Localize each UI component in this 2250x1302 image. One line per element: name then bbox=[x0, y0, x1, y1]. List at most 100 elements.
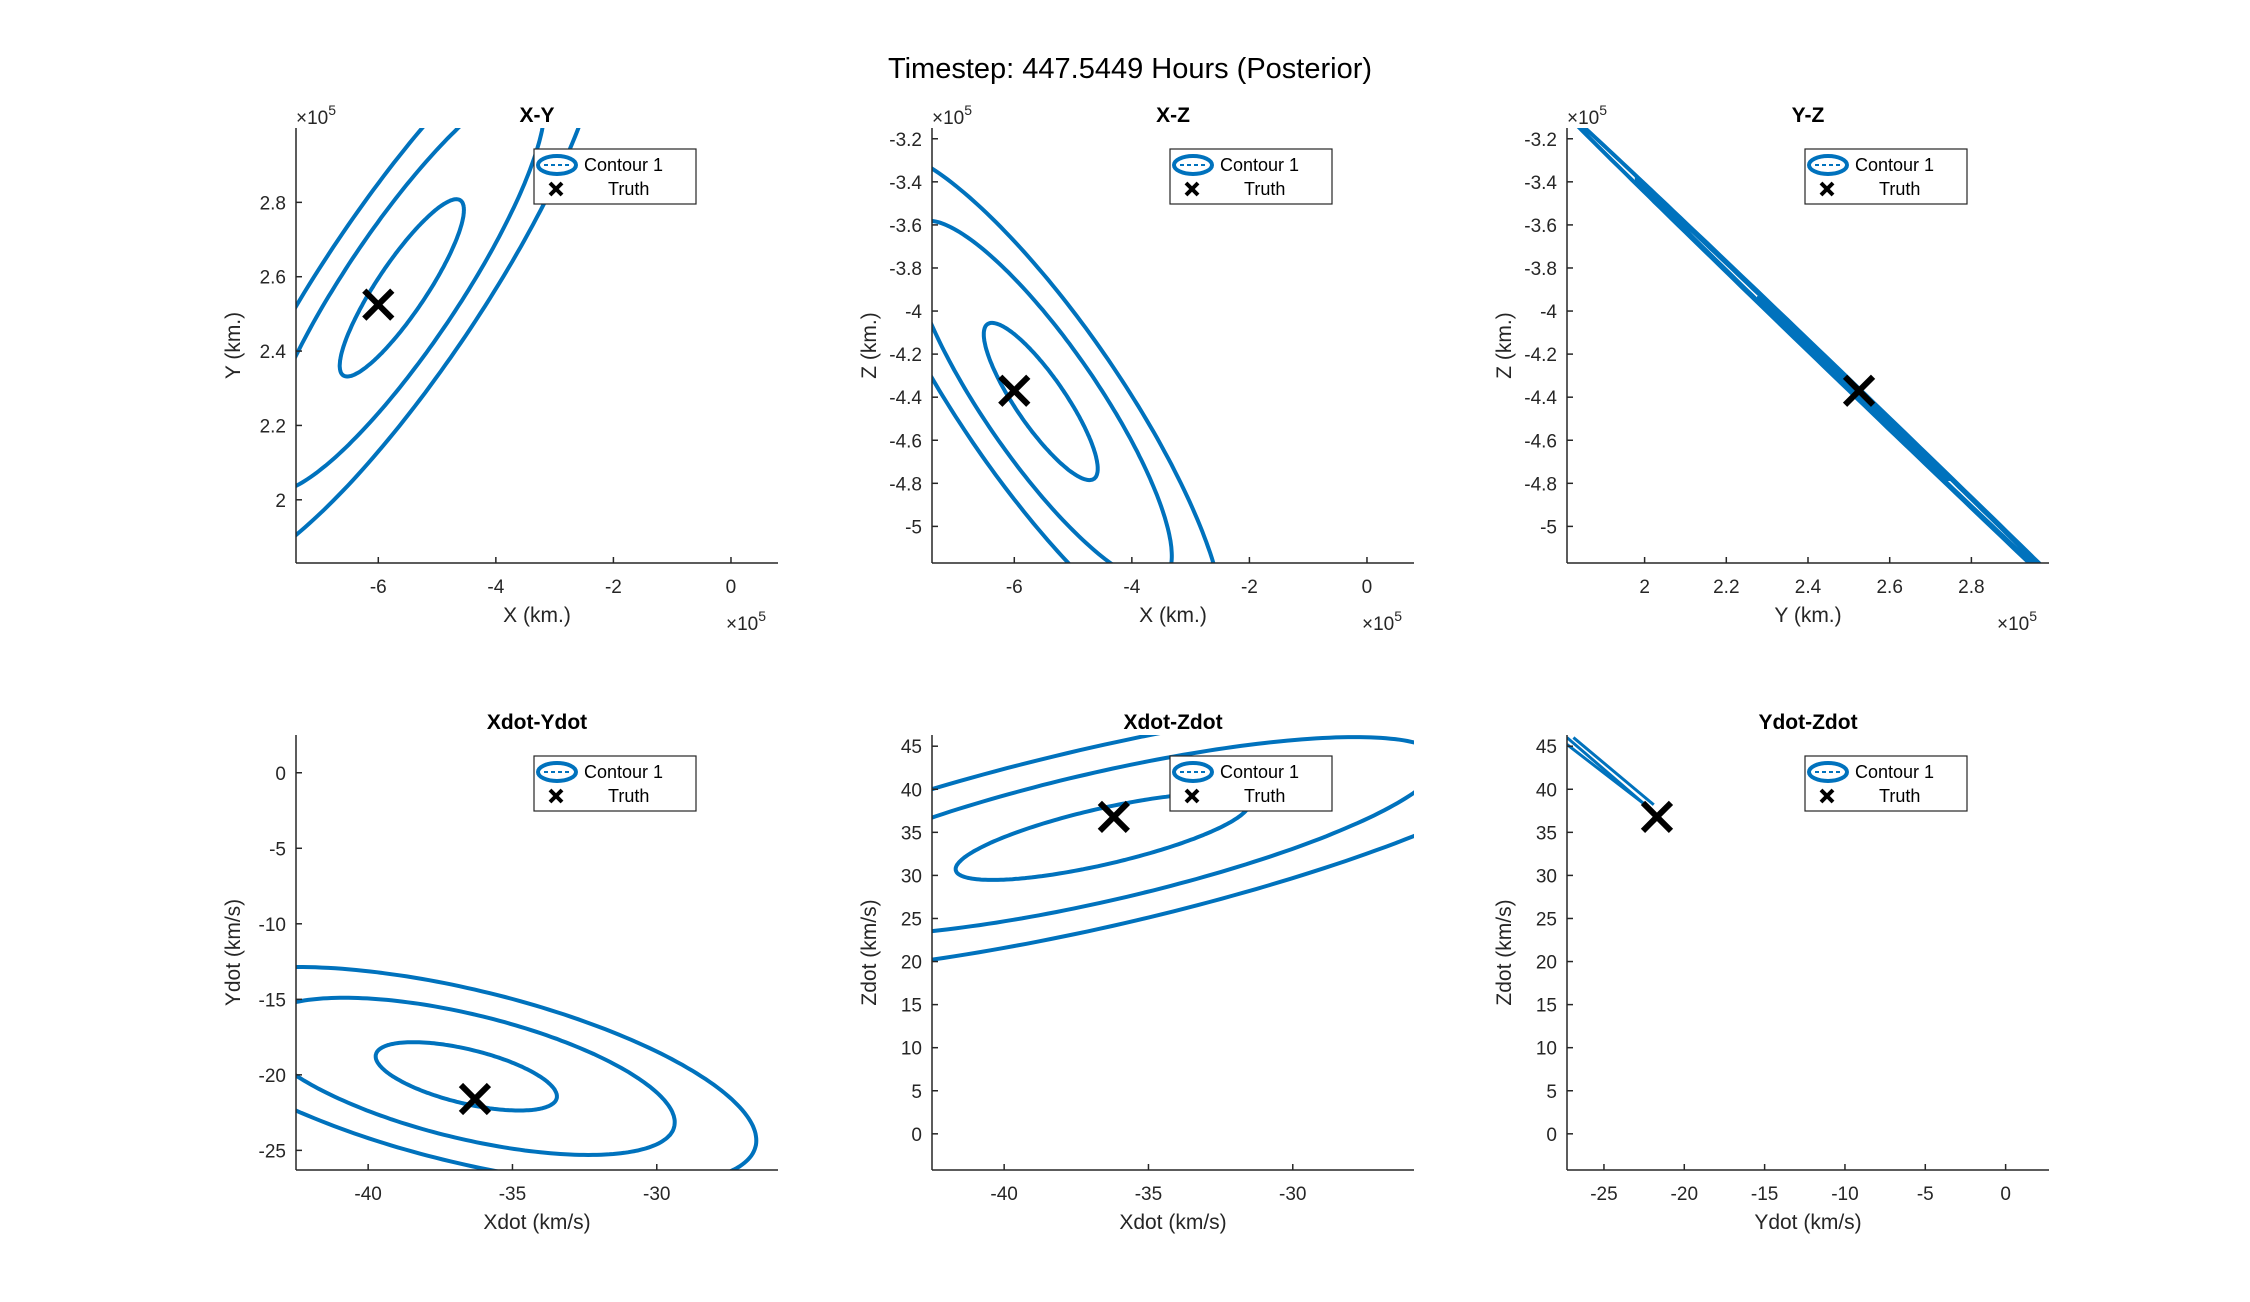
y-tick-label: -3.2 bbox=[1524, 130, 1557, 151]
y-tick-label: -3.2 bbox=[889, 130, 922, 151]
y-tick-label: 45 bbox=[1536, 737, 1557, 758]
contour-level-3 bbox=[932, 166, 1216, 563]
y-exponent-label: ×105 bbox=[932, 102, 972, 129]
x-tick-label: -2 bbox=[605, 577, 622, 598]
y-tick-label: 35 bbox=[901, 823, 922, 844]
y-tick-label: 35 bbox=[1536, 823, 1557, 844]
subplot-xdot-ydot: -40 -35 -30 -25 -20 -15 -10 -5 0 Xdot (km/s) Ydot … bbox=[222, 711, 778, 1234]
y-tick-label: 20 bbox=[901, 953, 922, 974]
y-tick-label: -4.8 bbox=[1524, 474, 1557, 495]
y-tick-label: -3.4 bbox=[1524, 173, 1557, 194]
legend: Contour 1 Truth bbox=[533, 148, 697, 205]
contour-segment-2 bbox=[1567, 743, 1649, 808]
legend-label-contour: Contour 1 bbox=[584, 155, 663, 175]
y-tick-label: 2.4 bbox=[260, 342, 287, 363]
y-tick-label: -4.2 bbox=[889, 345, 922, 366]
contour-level-1 bbox=[981, 320, 1100, 483]
figure-title: Timestep: 447.5449 Hours (Posterior) bbox=[888, 53, 1372, 85]
legend-label-truth: Truth bbox=[1879, 786, 1920, 806]
x-tick-label: -30 bbox=[1279, 1184, 1306, 1205]
y-tick-label: -4.6 bbox=[1524, 431, 1557, 452]
y-tick-label: -15 bbox=[259, 990, 286, 1011]
x-tick-label: -5 bbox=[1917, 1184, 1934, 1205]
y-tick-label: -4.8 bbox=[889, 474, 922, 495]
contour-legend-icon bbox=[1807, 154, 1849, 176]
contour-legend-icon bbox=[1172, 761, 1214, 783]
subplot-x-y: -6 -4 -2 0 2 2.2 2.4 2.6 2.8 ×105 ×105 X (km.) Y (km… bbox=[222, 102, 778, 635]
truth-marker bbox=[1097, 800, 1130, 833]
y-tick-label: 15 bbox=[901, 996, 922, 1017]
x-tick-label: 2.2 bbox=[1713, 577, 1739, 598]
contour-legend-icon bbox=[1807, 761, 1849, 783]
contour-level-3 bbox=[296, 965, 759, 1170]
subplot-y-z: 2 2.2 2.4 2.6 2.8 -5 -4.8 -4.6 -4.4 -4.2 -4 -3.8 -3.… bbox=[1493, 102, 2049, 635]
x-axis-label: Xdot (km/s) bbox=[483, 1211, 590, 1234]
legend-label-contour: Contour 1 bbox=[1220, 155, 1299, 175]
y-tick-label: -4.6 bbox=[889, 431, 922, 452]
y-axis-label: Z (km.) bbox=[858, 312, 881, 378]
y-tick-label: -3.8 bbox=[1524, 259, 1557, 280]
y-exponent-label: ×105 bbox=[1567, 102, 1607, 129]
y-tick-label: 5 bbox=[911, 1082, 922, 1103]
x-tick-label: -20 bbox=[1671, 1184, 1698, 1205]
y-tick-label: -3.8 bbox=[889, 259, 922, 280]
y-tick-label: -4 bbox=[905, 302, 922, 323]
contour-level-3 bbox=[1576, 128, 2042, 563]
legend-label-contour: Contour 1 bbox=[1855, 155, 1934, 175]
x-tick-label: 2.4 bbox=[1795, 577, 1822, 598]
y-axis-label: Zdot (km/s) bbox=[1493, 899, 1516, 1005]
subplot-ydot-zdot: -25 -20 -15 -10 -5 0 0 5 10 15 20 25 30 35 40 45 Ydot (k… bbox=[1493, 711, 2049, 1234]
truth-marker bbox=[458, 1082, 492, 1116]
subplot-title: Xdot-Ydot bbox=[487, 711, 587, 734]
y-tick-label: -10 bbox=[259, 915, 286, 936]
y-tick-label: 30 bbox=[1536, 866, 1557, 887]
contour-level-1 bbox=[337, 197, 466, 379]
y-tick-label: -3.4 bbox=[889, 173, 922, 194]
contour-segment-3 bbox=[1572, 736, 1655, 806]
legend: Contour 1 Truth bbox=[1169, 755, 1333, 812]
y-tick-label: 2.2 bbox=[260, 416, 286, 437]
contour-level-2 bbox=[932, 735, 1414, 934]
x-tick-label: 2 bbox=[1639, 577, 1650, 598]
contour-legend-icon bbox=[536, 154, 578, 176]
y-tick-label: -5 bbox=[1540, 517, 1557, 538]
truth-marker bbox=[1842, 374, 1876, 407]
x-tick-label: 0 bbox=[2000, 1184, 2011, 1205]
y-tick-label: -4 bbox=[1540, 302, 1557, 323]
x-tick-label: 2.6 bbox=[1876, 577, 1902, 598]
x-tick-label: -30 bbox=[643, 1184, 670, 1205]
truth-marker bbox=[1640, 800, 1674, 833]
y-tick-label: 5 bbox=[1546, 1082, 1557, 1103]
y-tick-label: 0 bbox=[1546, 1125, 1557, 1146]
y-tick-label: 40 bbox=[901, 780, 922, 801]
contour-lines bbox=[932, 735, 1414, 962]
y-tick-label: 45 bbox=[901, 737, 922, 758]
x-tick-label: -6 bbox=[370, 577, 387, 598]
contour-level-1 bbox=[953, 791, 1251, 882]
x-tick-label: -4 bbox=[1123, 577, 1140, 598]
contour-level-2 bbox=[932, 218, 1174, 563]
y-tick-label: -4.4 bbox=[1524, 388, 1557, 409]
legend: Contour 1 Truth bbox=[1169, 148, 1333, 205]
legend-label-contour: Contour 1 bbox=[584, 762, 663, 782]
contour-level-2 bbox=[296, 995, 677, 1158]
y-tick-label: 0 bbox=[275, 764, 286, 785]
contour-lines bbox=[1576, 128, 2042, 563]
x-tick-label: 2.8 bbox=[1958, 577, 1984, 598]
x-exponent-label: ×105 bbox=[1362, 608, 1402, 635]
contour-level-1 bbox=[373, 1040, 559, 1113]
subplot-x-z: -6 -4 -2 0 -5 -4.8 -4.6 -4.4 -4.2 -4 -3.8 -3.6 -3.4 -… bbox=[858, 102, 1414, 635]
y-tick-label: 25 bbox=[1536, 909, 1557, 930]
y-axis-label: Y (km.) bbox=[222, 312, 245, 379]
y-tick-label: 10 bbox=[901, 1039, 922, 1060]
y-tick-label: -3.6 bbox=[1524, 216, 1557, 237]
x-tick-label: 0 bbox=[726, 577, 737, 598]
legend: Contour 1 Truth bbox=[1804, 148, 1968, 205]
y-axis-label: Zdot (km/s) bbox=[858, 899, 881, 1005]
y-axis-label: Z (km.) bbox=[1493, 312, 1516, 378]
y-tick-label: -5 bbox=[269, 839, 286, 860]
legend: Contour 1 Truth bbox=[1804, 755, 1968, 812]
subplot-title: X-Y bbox=[519, 104, 554, 127]
y-exponent-label: ×105 bbox=[296, 102, 336, 129]
y-tick-label: 2 bbox=[275, 491, 286, 512]
